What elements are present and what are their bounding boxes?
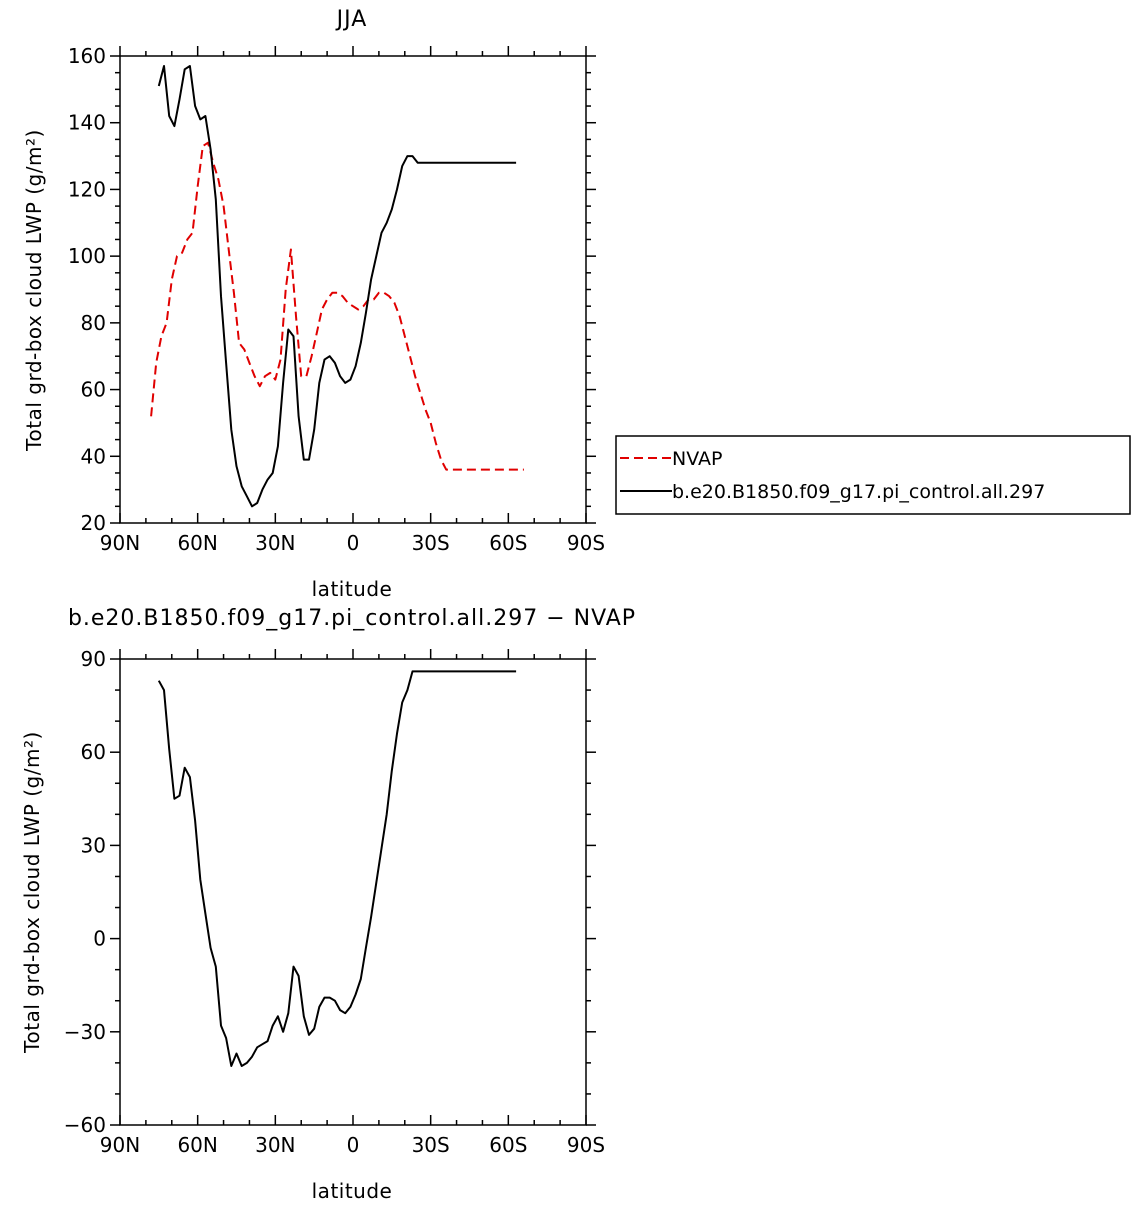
top-x-axis-label: latitude bbox=[312, 577, 393, 601]
y-tick-label: 60 bbox=[81, 740, 106, 764]
y-tick-label: −30 bbox=[64, 1020, 106, 1044]
series-line-difference bbox=[157, 670, 517, 1067]
y-tick-label: 20 bbox=[81, 511, 106, 535]
legend-label-model: b.e20.B1850.f09_g17.pi_control.all.297 bbox=[672, 481, 1045, 503]
bottom-panel: b.e20.B1850.f09_g17.pi_control.all.297 −… bbox=[20, 606, 636, 1203]
x-tick-label: 90S bbox=[567, 1133, 605, 1157]
x-tick-label: 90N bbox=[100, 531, 140, 555]
y-tick-label: 90 bbox=[81, 647, 106, 671]
legend-label-nvap: NVAP bbox=[672, 448, 722, 470]
y-tick-label: −60 bbox=[64, 1113, 106, 1137]
series-line-b-e20-b1850-f09-g17-pi-control-all-297 bbox=[157, 65, 517, 508]
x-tick-label: 0 bbox=[347, 531, 360, 555]
legend-box bbox=[615, 435, 1131, 515]
bottom-plot-lines bbox=[157, 670, 517, 1067]
top-y-axis-label: Total grd-box cloud LWP (g/m²) bbox=[22, 129, 46, 452]
bottom-y-axis-label: Total grd-box cloud LWP (g/m²) bbox=[20, 731, 44, 1054]
x-tick-label: 60S bbox=[489, 531, 527, 555]
series-line-nvap bbox=[150, 141, 524, 471]
legend: NVAP b.e20.B1850.f09_g17.pi_control.all.… bbox=[615, 435, 1131, 515]
bottom-axis-ticks: 90N 60N 30N 0 30S 60S 90S −60 −30 0 30 60 90 bbox=[64, 647, 605, 1157]
x-tick-label: 60S bbox=[489, 1133, 527, 1157]
y-tick-label: 100 bbox=[68, 244, 106, 268]
x-tick-label: 30N bbox=[255, 1133, 295, 1157]
top-panel: JJA 90N 60N 30N 0 30S 60S 90S 20 40 60 80 100 120 140… bbox=[22, 7, 1131, 601]
y-tick-label: 40 bbox=[81, 444, 106, 468]
y-tick-label: 120 bbox=[68, 177, 106, 201]
x-tick-label: 30N bbox=[255, 531, 295, 555]
y-tick-label: 0 bbox=[93, 927, 106, 951]
bottom-x-axis-label: latitude bbox=[312, 1179, 393, 1203]
bottom-plot-frame bbox=[119, 658, 587, 1126]
x-tick-label: 60N bbox=[177, 531, 217, 555]
x-tick-label: 30S bbox=[412, 531, 450, 555]
top-plot-lines bbox=[150, 65, 524, 508]
y-tick-label: 80 bbox=[81, 311, 106, 335]
x-tick-label: 60N bbox=[177, 1133, 217, 1157]
top-axis-ticks: 90N 60N 30N 0 30S 60S 90S 20 40 60 80 100 120 140 160 bbox=[68, 44, 605, 555]
y-tick-label: 160 bbox=[68, 44, 106, 68]
y-tick-label: 30 bbox=[81, 833, 106, 857]
y-tick-label: 140 bbox=[68, 111, 106, 135]
x-tick-label: 30S bbox=[412, 1133, 450, 1157]
bottom-chart-title: b.e20.B1850.f09_g17.pi_control.all.297 −… bbox=[68, 606, 636, 631]
top-chart-title: JJA bbox=[335, 7, 368, 32]
y-tick-label: 60 bbox=[81, 378, 106, 402]
x-tick-label: 90S bbox=[567, 531, 605, 555]
top-plot-frame bbox=[119, 55, 587, 524]
x-tick-label: 0 bbox=[347, 1133, 360, 1157]
x-tick-label: 90N bbox=[100, 1133, 140, 1157]
